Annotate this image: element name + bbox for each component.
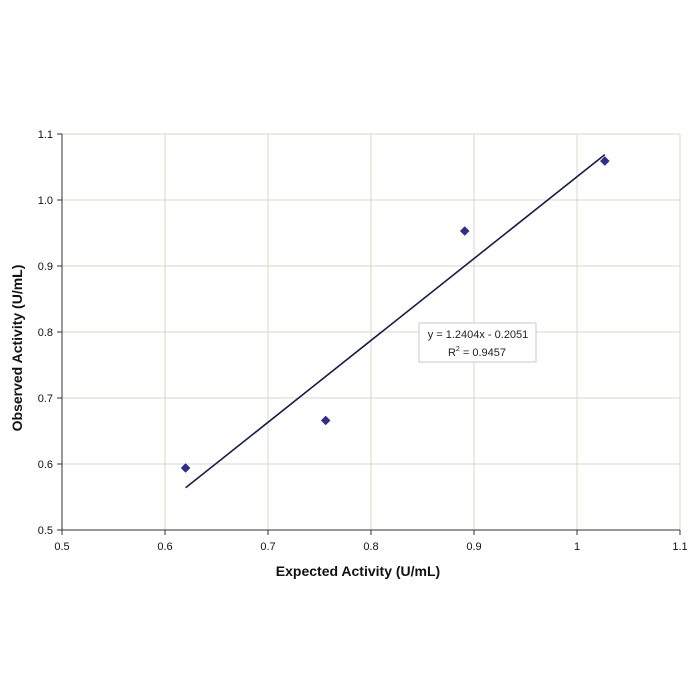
x-tick-label: 1 — [574, 541, 580, 553]
x-tick-label: 0.6 — [157, 541, 172, 553]
y-tick-label: 1.1 — [38, 129, 53, 141]
y-axis-title: Observed Activity (U/mL) — [9, 265, 25, 432]
x-axis-title: Expected Activity (U/mL) — [276, 563, 440, 579]
r-squared-label: R2 = 0.9457 — [448, 346, 506, 359]
y-tick-label: 0.7 — [38, 393, 53, 405]
r-squared-value: = 0.9457 — [460, 347, 506, 359]
gridlines — [62, 133, 681, 530]
r-squared-exp: 2 — [456, 346, 460, 353]
data-point — [599, 156, 610, 166]
data-point — [459, 226, 470, 236]
x-tick-label: 1.1 — [672, 541, 687, 553]
x-tick-label: 0.9 — [466, 541, 481, 553]
x-tick-label: 0.8 — [363, 541, 378, 553]
tick-labels: 0.5 0.6 0.7 0.8 0.9 1 1.1 0.5 0.6 0.7 0.8 0.9 1.0 1.1 — [38, 129, 688, 553]
y-tick-label: 0.9 — [38, 261, 53, 273]
data-points — [180, 156, 610, 473]
y-tick-label: 1.0 — [38, 195, 53, 207]
r-squared-r: R — [448, 347, 456, 359]
data-point — [180, 463, 191, 473]
trendline-equation: y = 1.2404x - 0.2051 — [428, 329, 529, 341]
trendline — [185, 153, 606, 489]
axes — [57, 133, 681, 535]
y-tick-label: 0.5 — [38, 525, 53, 537]
x-tick-label: 0.5 — [54, 541, 69, 553]
y-tick-label: 0.8 — [38, 327, 53, 339]
x-tick-label: 0.7 — [260, 541, 275, 553]
equation-box-frame — [418, 322, 537, 363]
trendline-group — [185, 153, 606, 489]
y-tick-label: 0.6 — [38, 459, 53, 471]
equation-box: y = 1.2404x - 0.2051 R2 = 0.9457 — [418, 322, 537, 363]
data-point — [320, 415, 331, 426]
